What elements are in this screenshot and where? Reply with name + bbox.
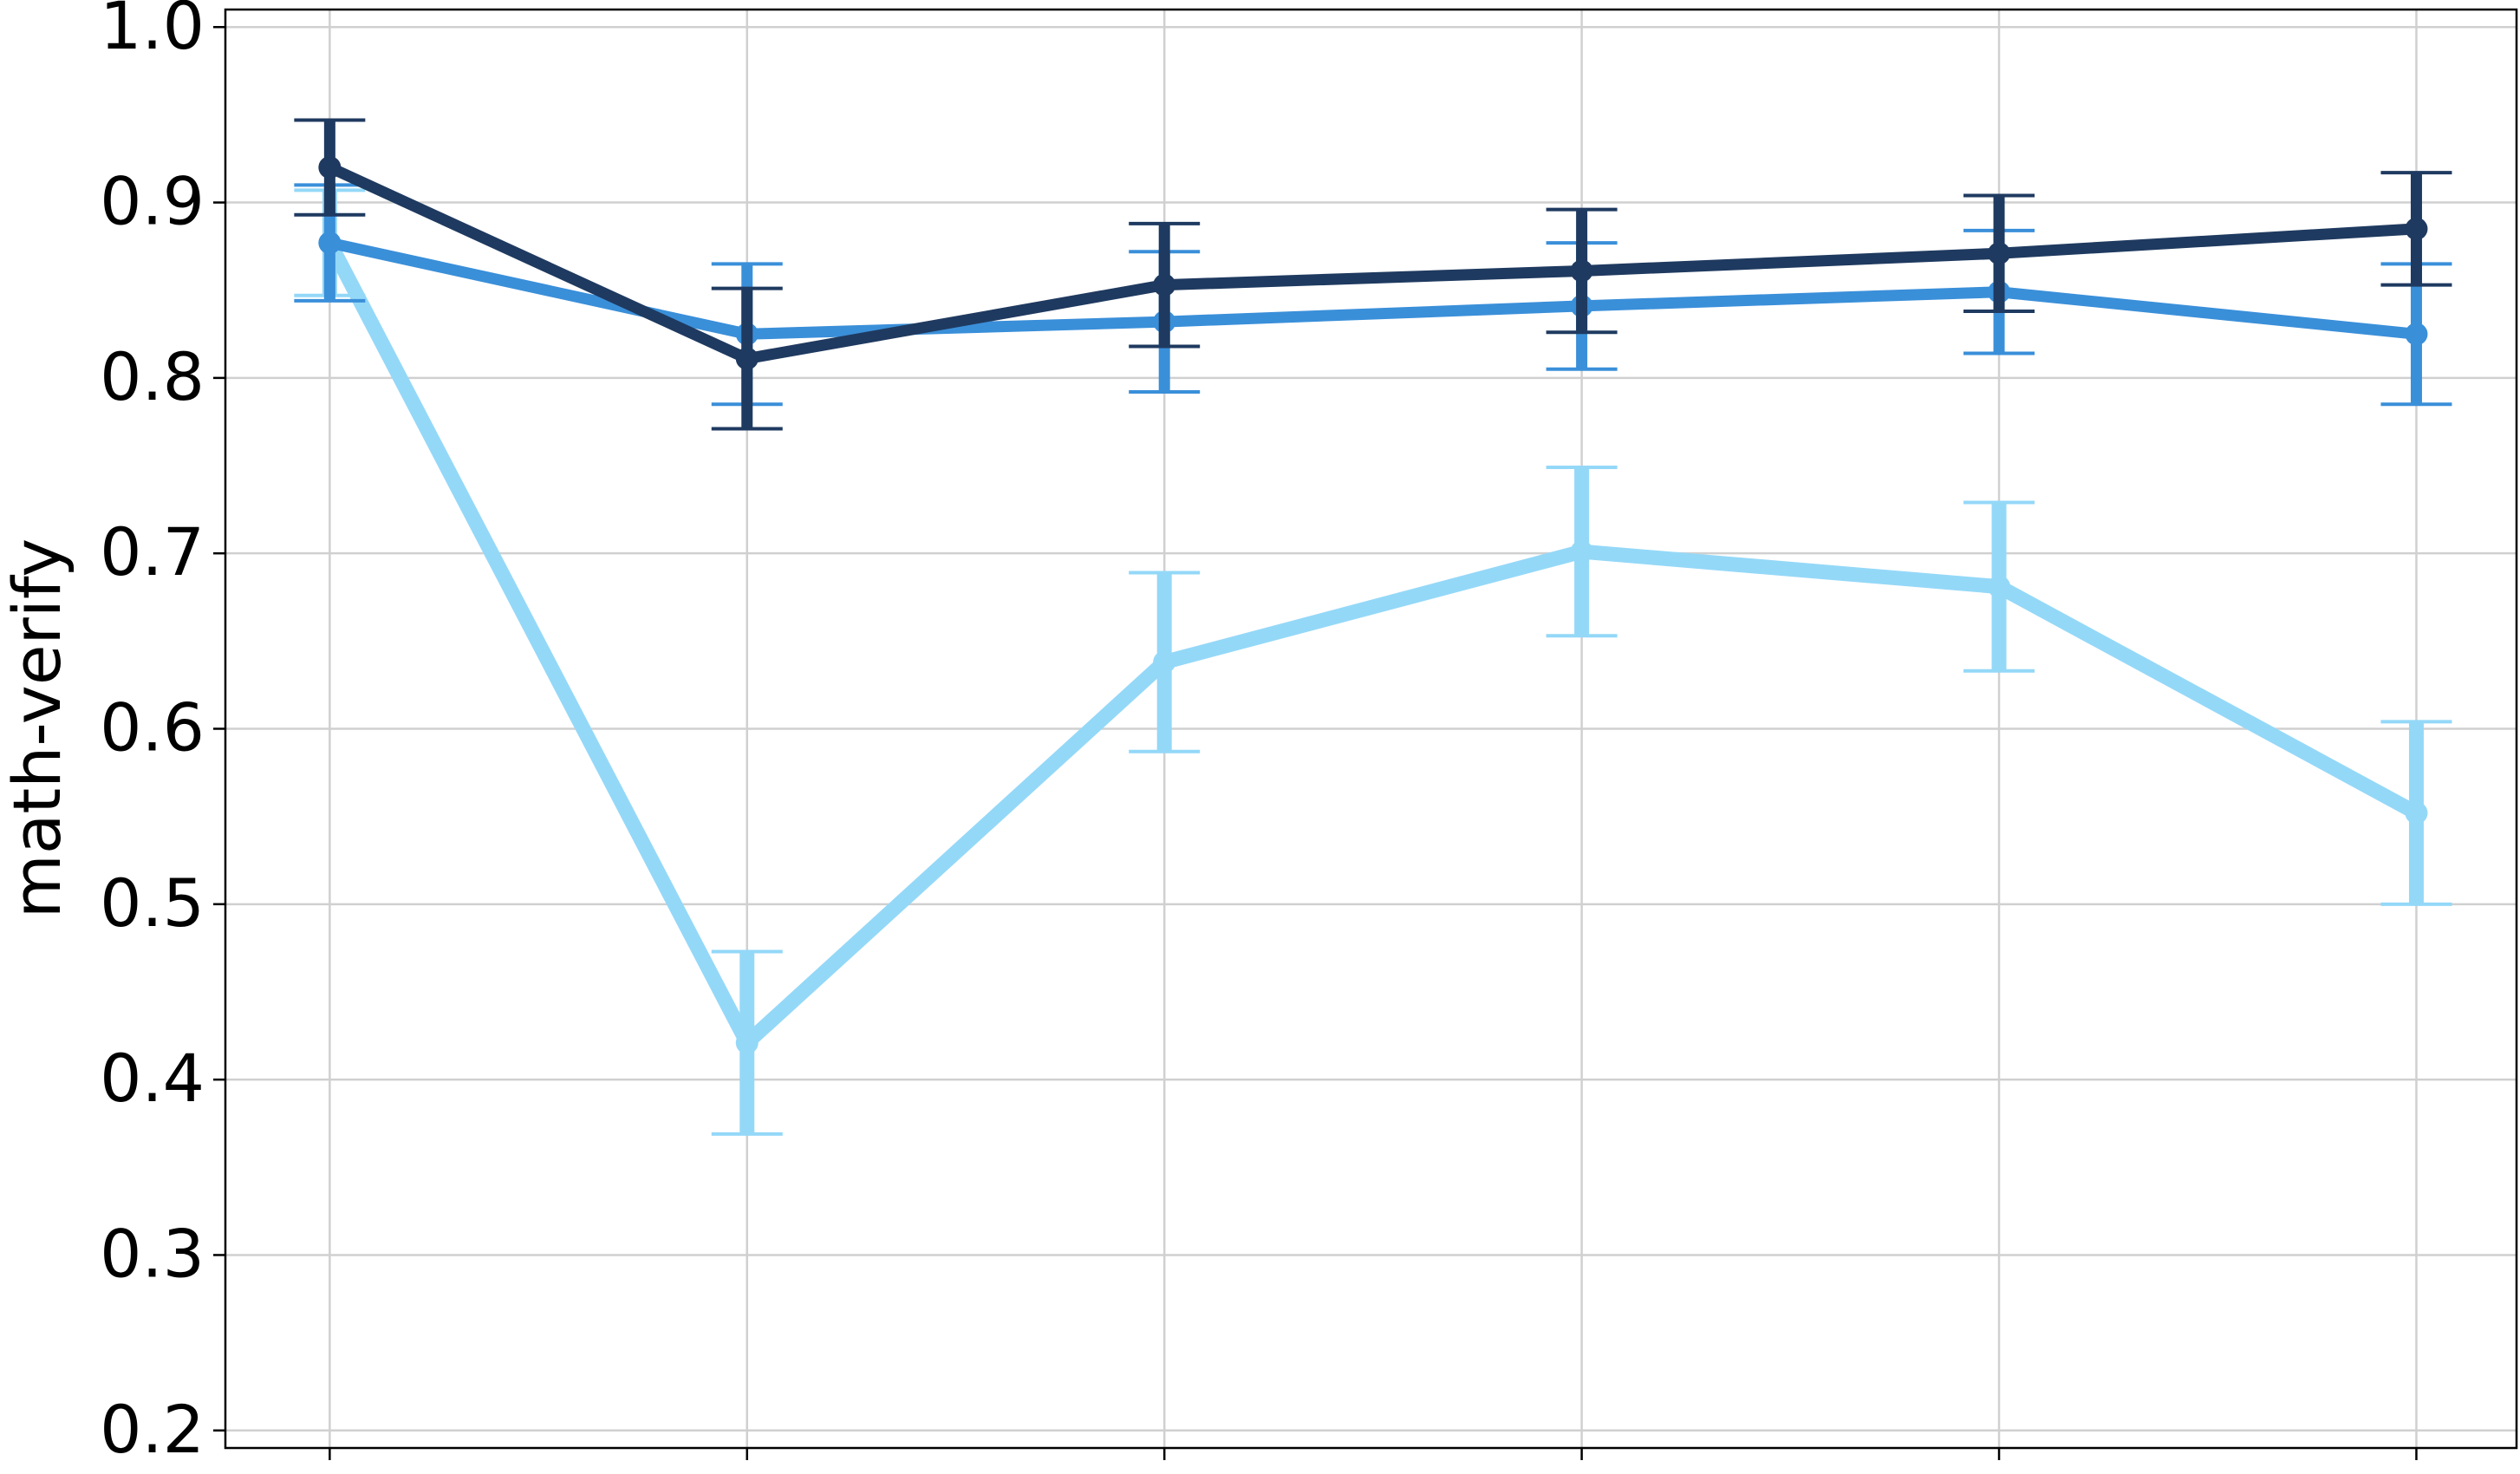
- point: [1570, 540, 1593, 564]
- point: [1153, 273, 1176, 297]
- y-tick-label: 0.6: [100, 688, 205, 766]
- y-axis-label: math-verify: [0, 538, 75, 918]
- point: [318, 156, 342, 179]
- y-tick-label: 0.7: [100, 513, 205, 590]
- y-tick-label: 0.3: [100, 1215, 205, 1292]
- series-line: [322, 239, 2420, 1051]
- point: [1153, 650, 1176, 674]
- point: [2405, 801, 2428, 825]
- y-tick-label: 0.9: [100, 163, 205, 240]
- point: [735, 347, 759, 370]
- point: [735, 1031, 759, 1054]
- y-tick-label: 1.0: [100, 0, 205, 64]
- y-tick-label: 0.8: [100, 338, 205, 415]
- series-line: [328, 237, 2418, 340]
- point: [1570, 259, 1593, 283]
- y-tick-label: 0.2: [100, 1391, 205, 1468]
- series-line: [327, 162, 2417, 365]
- point: [2405, 323, 2428, 346]
- point: [318, 232, 342, 255]
- point: [1988, 575, 2011, 598]
- point: [2405, 217, 2428, 240]
- y-tick-label: 0.5: [100, 864, 205, 942]
- point: [1988, 242, 2011, 265]
- y-tick-label: 0.4: [100, 1040, 205, 1117]
- plot-frame: [224, 8, 2518, 1450]
